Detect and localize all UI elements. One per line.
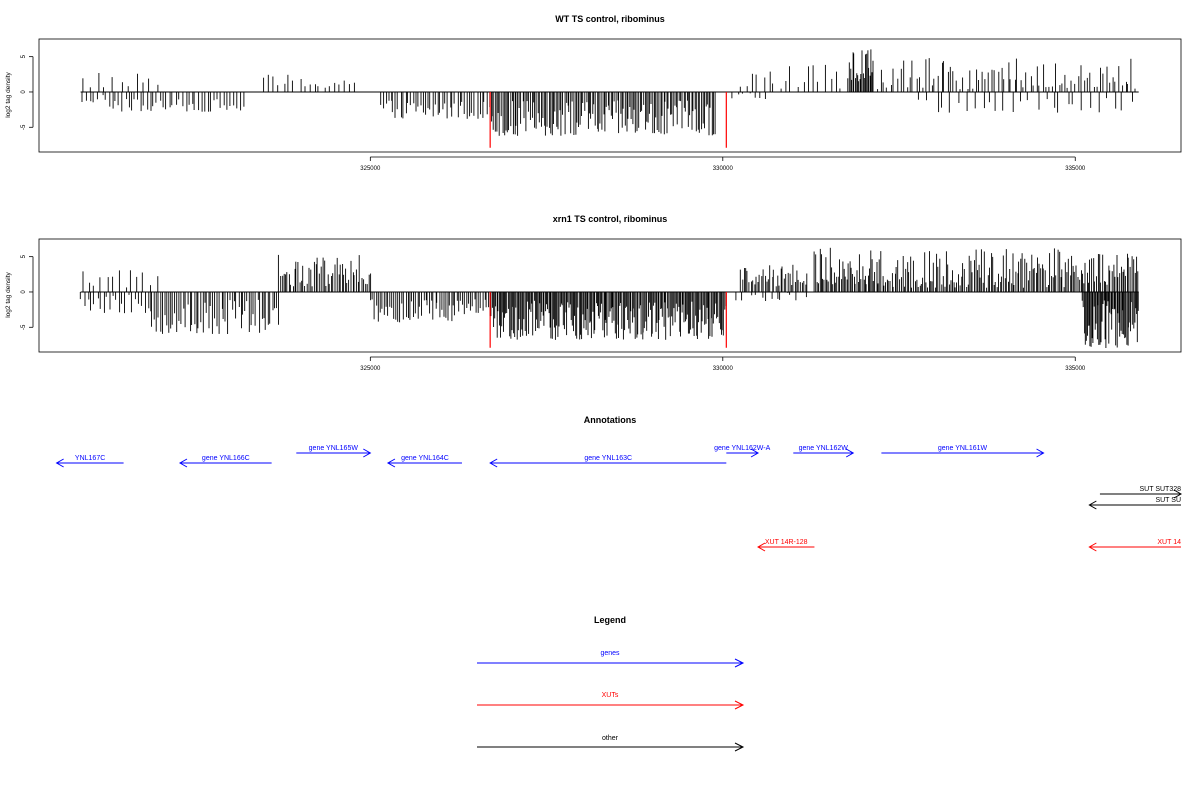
annotation-label: gene YNL164C <box>401 455 449 462</box>
panel-title: WT TS control, ribominus <box>555 14 665 24</box>
annotation-feature: gene YNL163C <box>489 455 727 468</box>
y-tick-label: -5 <box>21 124 27 130</box>
annotation-feature: gene YNL165W <box>296 445 372 458</box>
annotation-label: gene YNL162W <box>799 445 849 452</box>
annotation-feature: XUT 14 <box>1088 539 1181 552</box>
annotations-track: Annotations YNL167C gene YNL166C gene YNL1… <box>55 415 1183 552</box>
legend-item-xuts: XUTs <box>477 692 745 710</box>
annotation-label: gene YNL161W <box>938 445 988 452</box>
annotation-label: SUT SUT328 <box>1140 486 1182 493</box>
highlight-bars <box>489 291 727 348</box>
annotation-label: XUT 14 <box>1157 539 1181 546</box>
annotation-feature: gene YNL166C <box>178 455 272 468</box>
legend-label: other <box>602 735 619 742</box>
xrn1-coverage-panel: xrn1 TS control, ribominus log2 tag dens… <box>5 214 1182 372</box>
annotation-arrow-head <box>363 448 372 458</box>
x-axis: 325000 330000 335000 <box>360 356 1086 372</box>
x-tick-label: 335000 <box>1065 166 1086 172</box>
annotation-arrow-head <box>757 542 766 552</box>
annotation-feature: gene YNL164C <box>386 455 462 468</box>
annotation-label: SUT SU <box>1155 497 1181 504</box>
legend-label: genes <box>600 650 620 657</box>
coverage-bars <box>81 49 1136 136</box>
annotation-arrow-head <box>1173 489 1183 499</box>
legend-item-other: other <box>477 735 745 752</box>
annotation-feature: SUT SUT328 <box>1099 486 1183 499</box>
annotation-label: XUT 14R-128 <box>765 539 808 546</box>
annotation-features: YNL167C gene YNL166C gene YNL165W gene YNL1… <box>55 445 1183 552</box>
annotation-label: gene YNL165W <box>309 445 359 452</box>
annotation-arrow-head <box>1088 542 1097 552</box>
y-tick-label: -5 <box>21 324 27 330</box>
annotations-title: Annotations <box>584 415 637 425</box>
y-axis-label: log2 tag density <box>5 271 12 317</box>
legend-label: XUTs <box>602 692 619 699</box>
annotation-arrow-head <box>1036 448 1045 458</box>
legend-arrow-head <box>734 658 745 668</box>
y-axis: -5 0 5 <box>21 54 34 130</box>
annotation-feature: XUT 14R-128 <box>757 539 815 552</box>
y-axis-label: log2 tag density <box>5 71 12 117</box>
annotation-label: gene YNL162W-A <box>714 445 770 452</box>
annotation-arrow-head <box>386 458 396 468</box>
annotation-label: YNL167C <box>75 455 105 462</box>
legend-item-genes: genes <box>477 650 745 668</box>
y-tick-label: 5 <box>21 254 27 258</box>
annotation-feature: gene YNL162W-A <box>714 445 771 458</box>
y-tick-label: 0 <box>21 90 27 94</box>
y-axis: -5 0 5 <box>21 254 34 330</box>
legend-arrow-head <box>734 700 745 710</box>
plot-frame <box>38 238 1182 353</box>
coverage-bars <box>79 247 1139 348</box>
plot-frame <box>38 38 1182 153</box>
panel-title: xrn1 TS control, ribominus <box>553 214 668 224</box>
y-tick-label: 5 <box>21 54 27 58</box>
annotation-arrow-head <box>55 458 64 468</box>
y-tick-label: 0 <box>21 290 27 294</box>
annotation-feature: SUT SU <box>1088 497 1181 510</box>
annotation-feature: gene YNL161W <box>881 445 1045 458</box>
x-tick-label: 330000 <box>713 366 734 372</box>
legend: Legend genes XUTs other <box>477 615 745 752</box>
x-tick-label: 325000 <box>360 366 381 372</box>
annotation-arrow-head <box>178 458 188 468</box>
legend-arrow-head <box>734 742 745 752</box>
annotation-feature: gene YNL162W <box>793 445 855 458</box>
annotation-label: gene YNL163C <box>584 455 632 462</box>
x-tick-label: 330000 <box>713 166 734 172</box>
annotation-feature: YNL167C <box>55 455 124 468</box>
x-tick-label: 335000 <box>1065 366 1086 372</box>
wt-coverage-panel: WT TS control, ribominus log2 tag densit… <box>5 14 1182 172</box>
x-tick-label: 325000 <box>360 166 381 172</box>
annotation-arrow-head <box>750 448 760 458</box>
annotation-arrow-head <box>489 458 498 468</box>
annotation-arrow-head <box>1088 500 1097 510</box>
legend-title: Legend <box>594 615 626 625</box>
x-axis: 325000 330000 335000 <box>360 156 1086 172</box>
annotation-arrow-head <box>845 448 855 458</box>
highlight-bars <box>489 91 727 148</box>
annotation-label: gene YNL166C <box>202 455 250 462</box>
